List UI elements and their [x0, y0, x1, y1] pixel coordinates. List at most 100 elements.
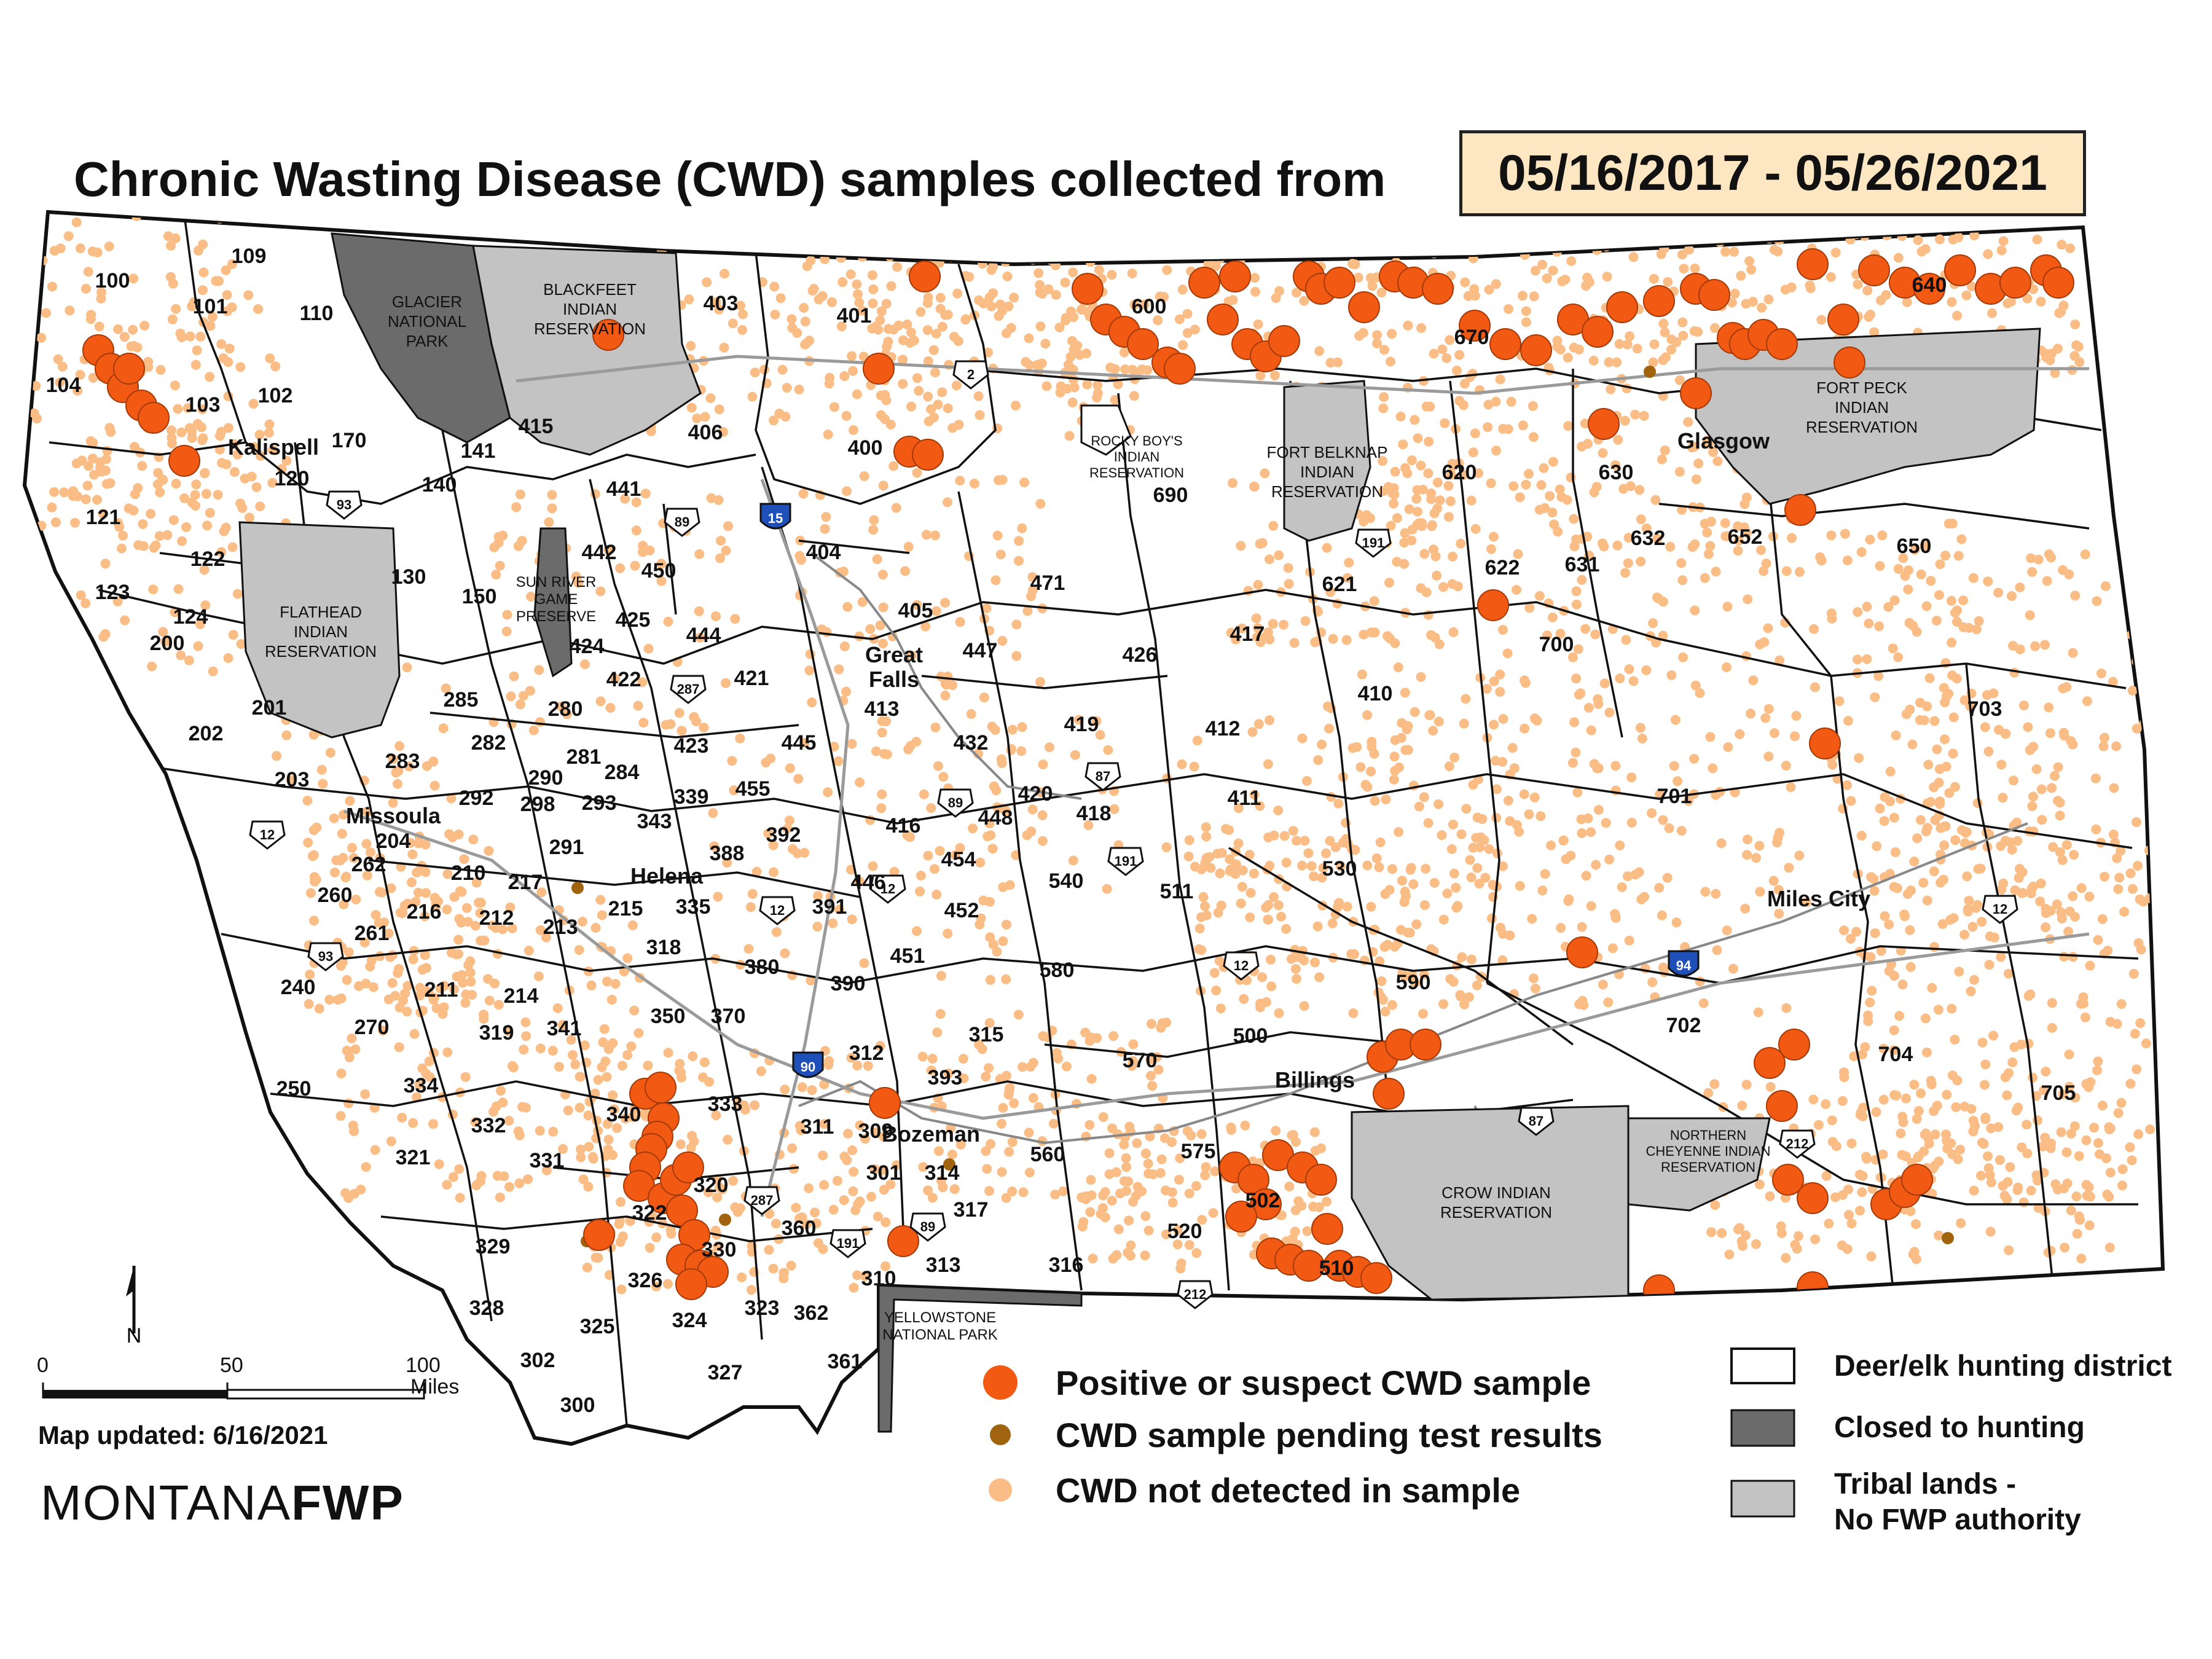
not-detected-sample-dot — [75, 370, 85, 380]
not-detected-sample-dot — [1213, 216, 1223, 227]
not-detected-sample-dot — [1893, 253, 1904, 263]
not-detected-sample-dot — [877, 728, 887, 738]
not-detected-sample-dot — [1733, 1224, 1743, 1234]
not-detected-sample-dot — [1271, 1126, 1281, 1136]
not-detected-sample-dot — [1893, 563, 1904, 574]
positive-sample-dot — [1809, 728, 1841, 759]
not-detected-sample-dot — [868, 284, 879, 294]
not-detected-sample-dot — [1406, 455, 1417, 466]
not-detected-sample-dot — [1330, 909, 1341, 920]
not-detected-sample-dot — [306, 888, 316, 898]
not-detected-sample-dot — [992, 242, 1002, 253]
not-detected-sample-dot — [1092, 380, 1103, 390]
not-detected-sample-dot — [2054, 308, 2065, 318]
not-detected-sample-dot — [1579, 1000, 1589, 1010]
not-detected-sample-dot — [1813, 1120, 1824, 1130]
not-detected-sample-dot — [779, 1268, 789, 1278]
not-detected-sample-dot — [905, 240, 916, 251]
not-detected-sample-dot — [1466, 873, 1477, 882]
not-detected-sample-dot — [1287, 1233, 1298, 1244]
positive-sample-dot — [1858, 254, 1890, 286]
not-detected-sample-dot — [255, 501, 265, 512]
not-detected-sample-dot — [1933, 1005, 1943, 1015]
not-detected-sample-dot — [1213, 908, 1223, 918]
svg-text:191: 191 — [1115, 853, 1137, 869]
not-detected-sample-dot — [1266, 981, 1277, 992]
not-detected-sample-dot — [1448, 819, 1458, 830]
not-detected-sample-dot — [192, 345, 202, 356]
district-412-label: 412 — [1206, 717, 1241, 740]
not-detected-sample-dot — [1671, 917, 1682, 928]
not-detected-sample-dot — [1355, 762, 1366, 772]
not-detected-sample-dot — [1245, 888, 1256, 898]
not-detected-sample-dot — [1634, 867, 1644, 877]
district-284-label: 284 — [605, 761, 640, 784]
not-detected-sample-dot — [132, 342, 143, 353]
not-detected-sample-dot — [1002, 271, 1013, 281]
not-detected-sample-dot — [1176, 1258, 1186, 1269]
not-detected-sample-dot — [509, 671, 519, 681]
not-detected-sample-dot — [1491, 445, 1501, 456]
not-detected-sample-dot — [1253, 719, 1264, 729]
not-detected-sample-dot — [2050, 771, 2060, 781]
district-122-label: 122 — [190, 547, 226, 571]
not-detected-sample-dot — [1433, 799, 1444, 809]
not-detected-sample-dot — [1529, 291, 1539, 302]
not-detected-sample-dot — [438, 723, 449, 734]
not-detected-sample-dot — [868, 270, 877, 280]
district-421-label: 421 — [734, 667, 769, 690]
not-detected-sample-dot — [2046, 552, 2057, 563]
not-detected-sample-dot — [2059, 731, 2069, 741]
not-detected-sample-dot — [1062, 1061, 1072, 1072]
not-detected-sample-dot — [80, 494, 91, 504]
not-detected-sample-dot — [2127, 884, 2138, 894]
district-130-label: 130 — [391, 565, 426, 589]
not-detected-sample-dot — [927, 1053, 938, 1064]
not-detected-sample-dot — [1790, 731, 1800, 742]
not-detected-sample-dot — [675, 1139, 686, 1150]
not-detected-sample-dot — [2027, 567, 2037, 577]
district-326-label: 326 — [628, 1269, 663, 1292]
not-detected-sample-dot — [173, 584, 184, 594]
positive-sample-dot — [1999, 267, 2031, 299]
not-detected-sample-dot — [484, 995, 495, 1006]
not-detected-sample-dot — [1571, 599, 1582, 610]
not-detected-sample-dot — [793, 774, 804, 784]
not-detected-sample-dot — [1459, 378, 1470, 389]
svg-text:87: 87 — [1529, 1113, 1543, 1129]
not-detected-sample-dot — [2062, 1179, 2073, 1188]
not-detected-sample-dot — [1996, 245, 2007, 256]
district-240-label: 240 — [281, 976, 316, 999]
not-detected-sample-dot — [2076, 998, 2086, 1009]
district-298-label: 298 — [520, 793, 555, 816]
not-detected-sample-dot — [1537, 259, 1548, 270]
not-detected-sample-dot — [386, 1136, 396, 1147]
not-detected-sample-dot — [168, 515, 179, 525]
not-detected-sample-dot — [2081, 1012, 2090, 1022]
not-detected-sample-dot — [1871, 1107, 1881, 1117]
not-detected-sample-dot — [1435, 495, 1445, 506]
not-detected-sample-dot — [1312, 921, 1323, 931]
not-detected-sample-dot — [2100, 732, 2109, 743]
not-detected-sample-dot — [1586, 827, 1596, 837]
not-detected-sample-dot — [1292, 974, 1301, 984]
not-detected-sample-dot — [92, 247, 103, 257]
not-detected-sample-dot — [1508, 481, 1519, 492]
not-detected-sample-dot — [456, 917, 466, 928]
district-441-label: 441 — [606, 477, 641, 501]
not-detected-sample-dot — [1647, 808, 1657, 818]
not-detected-sample-dot — [708, 808, 718, 818]
not-detected-sample-dot — [1581, 217, 1591, 227]
not-detected-sample-dot — [349, 1188, 359, 1199]
not-detected-sample-dot — [1840, 528, 1850, 539]
not-detected-sample-dot — [1632, 343, 1642, 354]
not-detected-sample-dot — [1620, 568, 1631, 578]
district-141-label: 141 — [461, 439, 496, 463]
not-detected-sample-dot — [563, 1105, 573, 1116]
not-detected-sample-dot — [76, 590, 86, 600]
not-detected-sample-dot — [1417, 521, 1427, 531]
not-detected-sample-dot — [1489, 676, 1499, 686]
positive-sample-dot — [1305, 1164, 1337, 1196]
not-detected-sample-dot — [775, 293, 786, 304]
not-detected-sample-dot — [1362, 510, 1371, 520]
